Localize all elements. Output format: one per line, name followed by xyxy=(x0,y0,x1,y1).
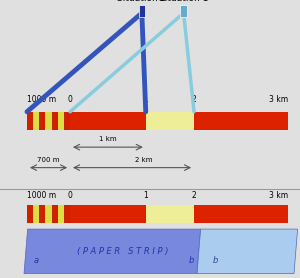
Bar xyxy=(52,112,58,130)
Bar xyxy=(70,112,146,130)
Text: a: a xyxy=(33,256,39,265)
Text: 3 km: 3 km xyxy=(269,95,288,104)
Text: Situation 1: Situation 1 xyxy=(159,0,208,3)
Bar xyxy=(194,112,288,130)
Bar xyxy=(39,205,46,223)
Text: b: b xyxy=(212,256,218,265)
Bar xyxy=(46,112,52,130)
Text: 3 km: 3 km xyxy=(269,191,288,200)
Text: 700 m: 700 m xyxy=(37,157,60,163)
FancyBboxPatch shape xyxy=(180,5,187,17)
Polygon shape xyxy=(197,229,298,274)
Bar xyxy=(146,112,194,130)
Bar xyxy=(58,205,64,223)
Text: 1: 1 xyxy=(143,95,148,104)
FancyBboxPatch shape xyxy=(139,5,145,17)
Text: 1 km: 1 km xyxy=(99,136,117,143)
Bar xyxy=(70,205,146,223)
Text: ( P A P E R   S T R I P ): ( P A P E R S T R I P ) xyxy=(77,247,168,256)
Text: b: b xyxy=(188,256,194,265)
Bar xyxy=(39,112,46,130)
Bar xyxy=(27,205,33,223)
Text: 0: 0 xyxy=(68,95,73,104)
Text: 0: 0 xyxy=(68,191,73,200)
Text: 2: 2 xyxy=(192,191,197,200)
Text: 2 km: 2 km xyxy=(135,157,153,163)
Text: 1000 m: 1000 m xyxy=(27,191,56,200)
Bar xyxy=(33,112,39,130)
Text: 1000 m: 1000 m xyxy=(27,95,56,104)
Bar xyxy=(64,112,70,130)
Text: Situation 2: Situation 2 xyxy=(117,0,167,3)
Bar xyxy=(58,112,64,130)
Bar xyxy=(33,205,39,223)
Bar xyxy=(194,205,288,223)
Bar xyxy=(46,205,52,223)
Bar xyxy=(52,205,58,223)
Bar xyxy=(64,205,70,223)
Polygon shape xyxy=(24,229,201,274)
Bar xyxy=(27,112,33,130)
Text: 1: 1 xyxy=(143,191,148,200)
Bar xyxy=(146,205,194,223)
Text: 2: 2 xyxy=(192,95,197,104)
